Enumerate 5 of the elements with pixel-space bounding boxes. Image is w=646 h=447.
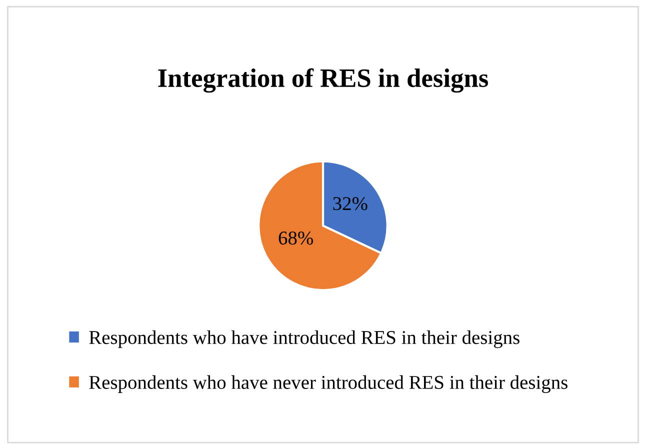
data-label: 32% <box>333 197 368 210</box>
legend-label: Respondents who have never introduced RES in their designs <box>89 375 568 393</box>
chart-title: Integration of RES in designs <box>158 68 488 93</box>
legend-label: Respondents who have introduced RES in their designs <box>89 330 520 348</box>
data-label: 68% <box>278 232 313 245</box>
